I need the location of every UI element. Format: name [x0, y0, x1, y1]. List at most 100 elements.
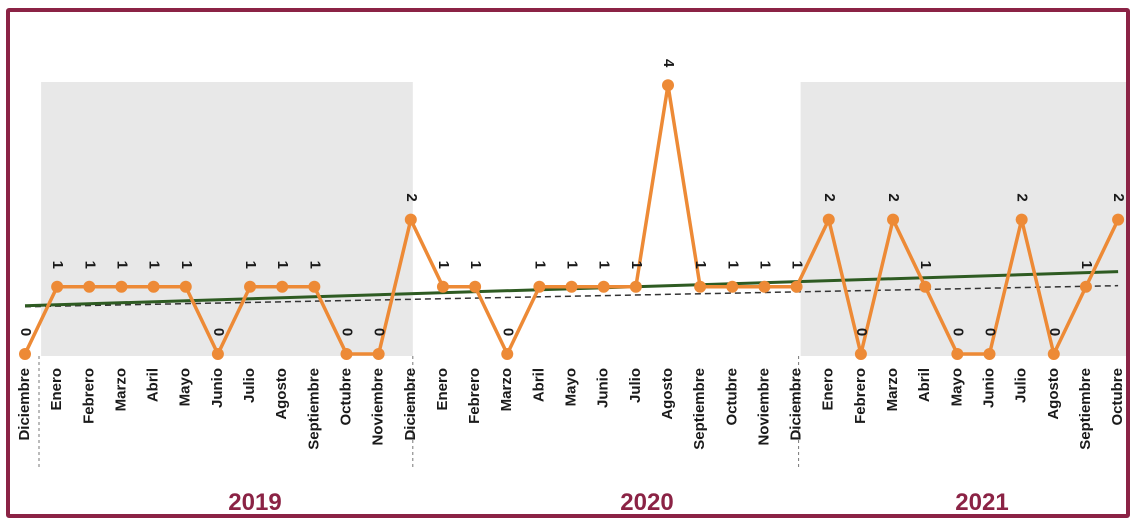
data-point-9 [308, 280, 321, 293]
data-point-27 [887, 213, 900, 226]
month-label-13: Enero [434, 368, 451, 411]
data-point-7 [244, 280, 257, 293]
month-label-18: Junio [595, 368, 612, 408]
year-label-2019: 2019 [228, 489, 281, 516]
data-point-23 [758, 280, 771, 293]
month-label-5: Mayo [177, 368, 194, 406]
month-label-29: Mayo [948, 368, 965, 406]
data-label-11: 0 [371, 328, 388, 336]
trend-line-dashed [24, 284, 1119, 308]
month-label-10: Octubre [337, 368, 354, 426]
data-label-32: 0 [1046, 328, 1063, 336]
data-point-31 [1015, 213, 1028, 226]
data-label-9: 1 [306, 261, 323, 269]
chart-frame [6, 8, 1130, 518]
data-point-32 [1047, 348, 1060, 360]
data-label-30: 0 [982, 328, 999, 336]
data-label-12: 2 [403, 193, 420, 201]
data-label-25: 2 [821, 193, 838, 201]
month-label-21: Septiembre [691, 368, 708, 450]
data-label-27: 2 [885, 193, 902, 201]
year-label-2021: 2021 [955, 489, 1008, 516]
data-point-20 [662, 79, 674, 92]
month-label-14: Febrero [466, 368, 483, 424]
data-point-13 [436, 280, 449, 293]
data-label-1: 1 [49, 261, 66, 269]
data-label-33: 1 [1078, 261, 1095, 269]
data-label-4: 1 [146, 261, 163, 269]
data-point-16 [533, 280, 546, 293]
data-point-17 [565, 280, 578, 293]
data-label-17: 1 [564, 261, 581, 269]
month-label-3: Marzo [112, 368, 129, 411]
data-label-3: 1 [113, 261, 130, 269]
data-label-31: 2 [1014, 193, 1031, 201]
month-label-20: Agosto [659, 368, 676, 420]
month-label-11: Noviembre [370, 368, 387, 446]
data-label-29: 0 [949, 328, 966, 336]
month-label-24: Diciembre [788, 368, 805, 441]
data-point-0 [19, 348, 31, 360]
data-point-30 [983, 348, 996, 360]
data-label-28: 1 [917, 261, 934, 269]
data-label-19: 1 [628, 261, 645, 269]
year-shade-2021 [800, 82, 1126, 356]
data-point-6 [211, 348, 224, 360]
data-label-6: 0 [210, 328, 227, 336]
data-label-13: 1 [435, 261, 452, 269]
data-point-28 [919, 280, 932, 293]
month-label-15: Marzo [498, 368, 515, 411]
month-label-19: Julio [627, 368, 644, 403]
data-point-11 [372, 348, 385, 360]
data-label-20: 4 [660, 59, 677, 68]
data-point-26 [854, 348, 867, 360]
month-label-0: Diciembre [16, 368, 33, 441]
data-label-8: 1 [274, 261, 291, 269]
data-label-0: 0 [17, 328, 34, 336]
month-label-25: Enero [820, 368, 837, 411]
month-label-30: Junio [980, 368, 997, 408]
data-point-12 [404, 213, 417, 226]
data-point-24 [790, 280, 803, 293]
month-label-17: Mayo [563, 368, 580, 406]
data-point-33 [1079, 280, 1092, 293]
data-point-10 [340, 348, 353, 360]
year-label-2020: 2020 [620, 489, 673, 516]
month-label-28: Abril [916, 368, 933, 402]
data-point-8 [276, 280, 289, 293]
month-label-7: Julio [241, 368, 258, 403]
data-label-10: 0 [339, 328, 356, 336]
month-label-32: Agosto [1045, 368, 1062, 420]
data-label-22: 1 [724, 261, 741, 269]
month-label-31: Julio [1013, 368, 1030, 403]
data-point-25 [822, 213, 835, 226]
data-label-23: 1 [756, 261, 773, 269]
data-point-3 [115, 280, 128, 293]
data-point-29 [951, 348, 964, 360]
month-label-34: Octubre [1109, 368, 1126, 426]
data-point-4 [147, 280, 160, 293]
data-label-14: 1 [467, 261, 484, 269]
data-point-34 [1112, 213, 1125, 226]
month-label-6: Junio [209, 368, 226, 408]
data-point-2 [83, 280, 96, 293]
data-label-21: 1 [692, 261, 709, 269]
year-shade-2019 [41, 82, 413, 356]
data-point-21 [694, 280, 707, 293]
data-label-2: 1 [81, 261, 98, 269]
data-label-7: 1 [242, 261, 259, 269]
data-label-5: 1 [178, 261, 195, 269]
data-point-18 [597, 280, 610, 293]
month-label-2: Febrero [80, 368, 97, 424]
month-label-12: Diciembre [402, 368, 419, 441]
data-point-19 [629, 280, 642, 293]
month-label-22: Octubre [723, 368, 740, 426]
data-point-15 [501, 348, 514, 360]
data-label-34: 2 [1110, 193, 1127, 201]
month-label-1: Enero [48, 368, 65, 411]
data-label-16: 1 [531, 261, 548, 269]
data-label-15: 0 [499, 328, 516, 336]
month-label-9: Septiembre [305, 368, 322, 450]
month-label-16: Abril [530, 368, 547, 402]
